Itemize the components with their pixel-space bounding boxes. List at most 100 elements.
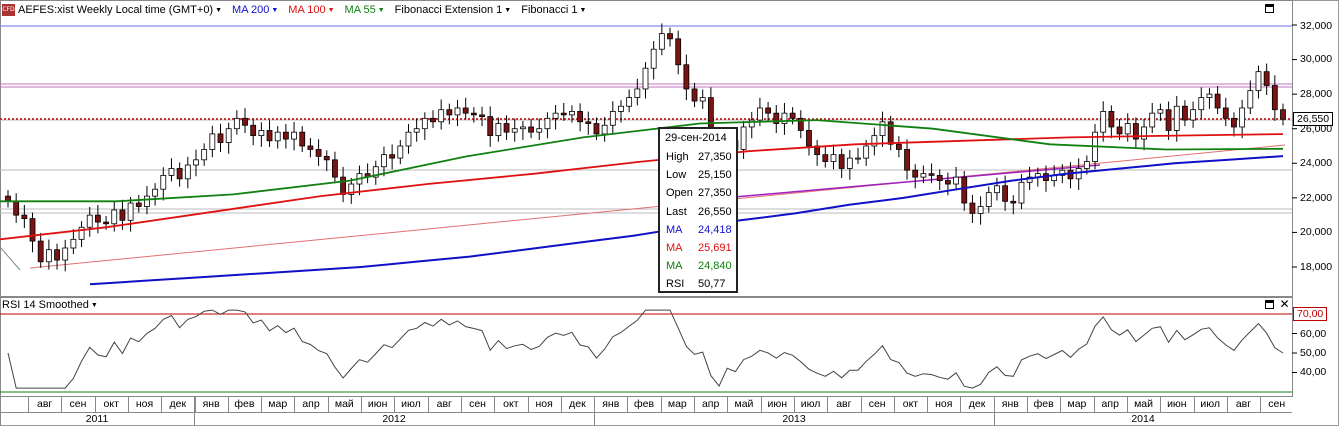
month-separator (560, 397, 562, 412)
month-label: фев (634, 398, 655, 410)
indicator-ma200[interactable]: MA 200 ▼ (232, 4, 278, 16)
candle-body (1116, 126, 1123, 135)
candle-body (184, 164, 191, 180)
month-label: сен (469, 398, 486, 410)
candle-body (511, 128, 518, 133)
candle-body (201, 149, 208, 161)
year-label: 2013 (782, 413, 806, 425)
month-separator (760, 397, 762, 412)
candle-body (846, 157, 853, 169)
dropdown-arrow-icon: ▼ (90, 301, 98, 309)
candle-body (135, 202, 142, 207)
candle-body (1002, 185, 1009, 202)
indicator-ma55[interactable]: MA 55 ▼ (345, 4, 385, 16)
candle-body (397, 145, 404, 159)
candle-body (765, 107, 771, 114)
last-price-tag: 26,550 (1293, 112, 1334, 126)
year-separator (594, 397, 595, 426)
candle-body (757, 107, 763, 121)
rsi-overbought-tag: 70,00 (1293, 307, 1328, 321)
rsi-axis-ticks (1292, 333, 1297, 373)
candle-body (1124, 123, 1131, 135)
chart-header: CFD AEFES:xist Weekly Local time (GMT+0)… (2, 1, 596, 19)
month-separator (1160, 397, 1162, 412)
month-label: апр (1101, 398, 1119, 410)
candle-body (389, 154, 396, 159)
month-separator (527, 397, 529, 412)
month-separator (1093, 397, 1095, 412)
candle-body (642, 67, 649, 90)
candle-body (855, 157, 861, 160)
month-label: авг (37, 398, 53, 410)
candle-body (1263, 71, 1270, 86)
indicator-label: MA 100 (288, 4, 326, 16)
candle-body (1165, 109, 1172, 131)
month-separator (127, 397, 129, 412)
candle-body (29, 218, 36, 242)
candle-body (1206, 93, 1213, 99)
month-label: ноя (935, 398, 953, 410)
indicator-ma100[interactable]: MA 100 ▼ (288, 4, 334, 16)
year-separator (194, 397, 195, 426)
candle-body (152, 188, 159, 197)
candle-body (479, 114, 485, 118)
month-separator (1126, 397, 1128, 412)
candle-body (1247, 90, 1254, 109)
instrument-selector[interactable]: AEFES:xist Weekly Local time (GMT+0) ▼ (18, 4, 222, 16)
maximize-icon[interactable] (1265, 300, 1274, 309)
month-separator (327, 397, 329, 412)
indicator-label: MA 200 (232, 4, 270, 16)
candle-body (797, 117, 804, 131)
indicator-label: Fibonacci 1 (521, 4, 578, 16)
candle-body (895, 143, 902, 150)
candle-body (446, 109, 453, 116)
month-label: дек (169, 398, 187, 410)
cfd-logo: CFD (2, 4, 15, 16)
trend-line (29, 144, 1286, 269)
candle-body (454, 107, 461, 116)
candle-body (340, 176, 346, 195)
candle-body (683, 64, 690, 90)
candle-body (1067, 169, 1074, 180)
candle-body (936, 174, 943, 181)
candle-body (552, 112, 559, 119)
month-label: сен (69, 398, 87, 410)
rsi-header[interactable]: RSI 14 Smoothed ▼ (2, 299, 98, 311)
price-label: 22,000 (1300, 192, 1333, 204)
candle-body (487, 116, 494, 137)
candle-body (1026, 176, 1033, 183)
price-label: 26,000 (1300, 123, 1333, 135)
month-label: авг (436, 398, 452, 410)
month-label: янв (602, 398, 620, 410)
month-separator (61, 397, 63, 412)
candle-body (266, 130, 273, 142)
month-separator (860, 397, 862, 412)
candle-body (650, 48, 657, 69)
candle-body (585, 121, 592, 124)
month-label: июл (401, 398, 421, 410)
month-label: фев (1033, 398, 1054, 410)
tooltip-row: Low 25,150 (666, 169, 732, 181)
month-separator (1193, 397, 1195, 412)
data-tooltip: 29-сен-2014 High 27,350 Low 25,150 Open 27,… (658, 127, 738, 293)
month-separator (427, 397, 429, 412)
candle-body (323, 155, 330, 161)
candle-body (372, 166, 379, 178)
month-label: мар (1067, 398, 1087, 410)
month-label: янв (202, 398, 220, 410)
candle-body (1198, 97, 1205, 111)
candle-body (127, 202, 134, 221)
indicator-fibonacci[interactable]: Fibonacci 1 ▼ (521, 4, 586, 16)
candle-body (103, 221, 109, 225)
candle-body (299, 131, 306, 147)
maximize-icon[interactable] (1265, 4, 1274, 13)
close-icon[interactable]: ✕ (1279, 297, 1290, 311)
month-label: сен (1268, 398, 1286, 410)
candle-body (928, 173, 935, 176)
candle-body (95, 214, 101, 223)
indicator-fib-extension[interactable]: Fibonacci Extension 1 ▼ (395, 4, 512, 16)
candle-body (193, 159, 199, 166)
candle-body (969, 202, 976, 214)
candle-body (691, 88, 698, 102)
candle-body (569, 111, 575, 116)
